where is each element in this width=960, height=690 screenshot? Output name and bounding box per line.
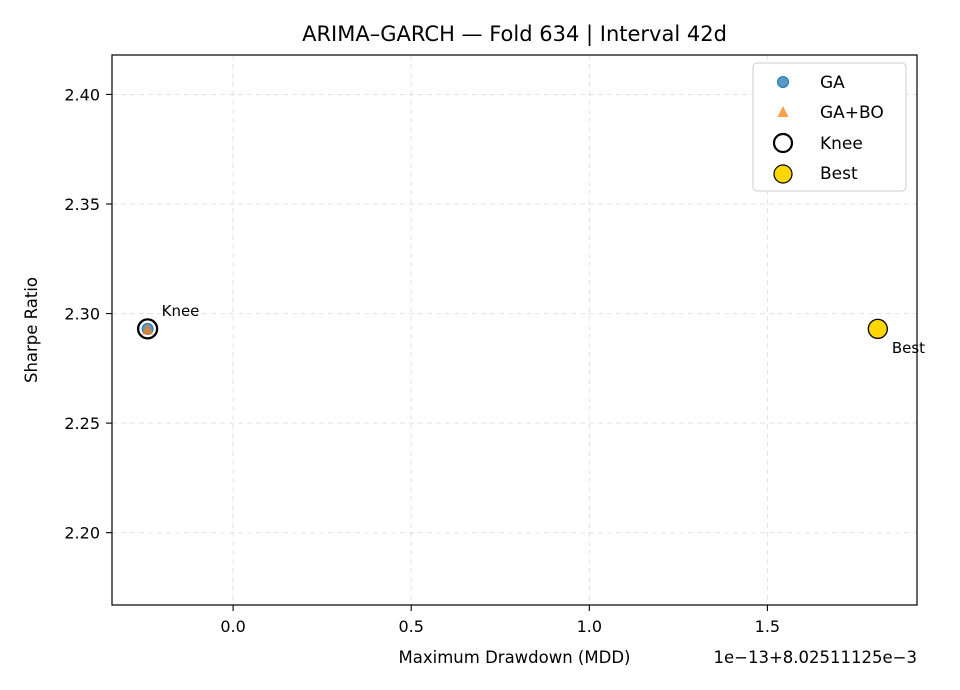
plot-frame xyxy=(111,54,918,606)
legend-best-marker xyxy=(773,164,793,184)
legend-ga-marker xyxy=(777,76,789,88)
legend-ga-label: GA xyxy=(820,73,845,93)
legend: GA GA+BO Knee Best xyxy=(752,62,907,192)
x-tick-label: 0.5 xyxy=(398,617,423,636)
y-tick-label: 2.20 xyxy=(64,524,100,543)
legend-knee-marker xyxy=(772,132,794,154)
gabo-point xyxy=(142,323,154,335)
x-tick-label: 0.0 xyxy=(220,617,245,636)
x-tick-label: 1.5 xyxy=(755,617,780,636)
chart-title: ARIMA–GARCH — Fold 634 | Interval 42d xyxy=(302,22,727,47)
legend-gabo-marker xyxy=(777,106,789,117)
x-tick-label: 1.0 xyxy=(577,617,602,636)
y-tick-label: 2.35 xyxy=(64,195,100,214)
knee-point xyxy=(136,318,159,340)
y-axis-label: Sharpe Ratio xyxy=(22,277,41,383)
legend-box xyxy=(752,62,907,192)
legend-knee-label: Knee xyxy=(820,134,863,154)
annotation-best: Best xyxy=(892,339,925,357)
best-point xyxy=(867,318,888,340)
y-tick-label: 2.40 xyxy=(64,85,100,104)
axis-ticks: 0.0 0.5 1.0 1.5 2.20 2.25 2.30 2.35 2.40 xyxy=(64,85,780,636)
x-axis-offset-label: 1e−13+8.02511125e−3 xyxy=(714,648,918,667)
annotation-knee: Knee xyxy=(162,302,200,320)
y-tick-label: 2.25 xyxy=(64,414,100,433)
x-axis-label: Maximum Drawdown (MDD) xyxy=(399,648,631,667)
legend-best-label: Best xyxy=(820,164,858,184)
legend-gabo-label: GA+BO xyxy=(820,103,884,123)
y-tick-label: 2.30 xyxy=(64,305,100,324)
